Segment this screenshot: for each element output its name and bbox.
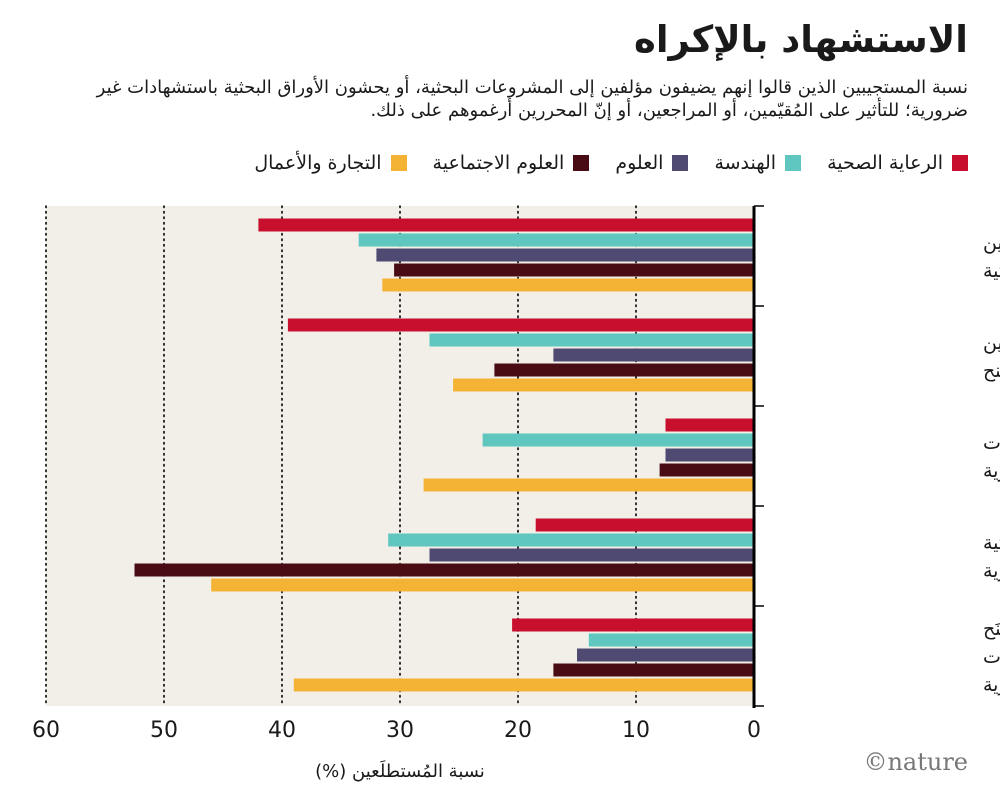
category-label-line: إلى المنح — [983, 360, 1000, 383]
category-label: استشهادات قسرية — [983, 432, 1000, 482]
bar-1-0 — [287, 318, 754, 332]
x-tick-label: 0 — [747, 718, 761, 743]
category-label: حشو الأوراق البحثية باستشهادات غير ضرورية — [983, 531, 1000, 582]
category-label-line: حشو المِنَح — [983, 618, 1000, 640]
category-label-line: إضافة مؤلفين — [983, 232, 1000, 255]
bar-2-3 — [659, 463, 754, 477]
bar-1-4 — [453, 378, 754, 392]
bar-0-4 — [382, 278, 754, 292]
bar-3-4 — [211, 578, 754, 592]
bar-3-0 — [535, 518, 754, 532]
bar-0-3 — [394, 263, 754, 277]
bar-0-2 — [376, 248, 754, 262]
bar-2-4 — [423, 478, 754, 492]
x-tick-label: 20 — [504, 718, 532, 743]
category-label-line: إضافة مؤلفين — [983, 332, 1000, 355]
chart-subtitle: نسبة المستجيبين الذين قالوا إنهم يضيفون … — [96, 77, 968, 122]
chart-title: الاستشهاد بالإكراه — [634, 18, 968, 61]
bar-4-1 — [588, 633, 754, 647]
bar-2-0 — [665, 418, 754, 432]
bar-2-2 — [665, 448, 754, 462]
bar-1-3 — [494, 363, 754, 377]
bar-1-1 — [429, 333, 754, 347]
bar-4-3 — [553, 663, 754, 677]
x-axis-label: نسبة المُستطلَعين (%) — [315, 760, 485, 782]
legend-item-science: العلوم — [615, 152, 689, 174]
legend-swatch — [573, 155, 590, 171]
x-tick-label: 40 — [268, 718, 296, 743]
bar-2-1 — [482, 433, 754, 447]
legend-item-engineering: الهندسة — [714, 152, 802, 174]
bar-4-2 — [577, 648, 754, 662]
category-label: حشو المِنَح باستشهادات غير ضرورية — [983, 618, 1000, 696]
legend-item-business: التجارة والأعمال — [254, 152, 407, 174]
category-label-line: حشو الأوراق البحثية — [983, 531, 1000, 554]
bar-4-4 — [293, 678, 754, 692]
category-label: إضافة مؤلفين إلى الأوراق البحثية — [983, 232, 1000, 283]
x-tick-label: 10 — [622, 718, 650, 743]
legend-swatch — [785, 155, 802, 171]
bar-3-1 — [388, 533, 754, 547]
legend-item-social-science: العلوم الاجتماعية — [433, 152, 590, 174]
x-tick-label: 60 — [32, 718, 60, 743]
x-tick-label: 30 — [386, 718, 414, 743]
bar-3-3 — [134, 563, 754, 577]
bar-3-2 — [429, 548, 754, 562]
legend-swatch — [672, 155, 689, 171]
bar-0-0 — [258, 218, 754, 232]
bar-4-0 — [512, 618, 754, 632]
x-tick-label: 50 — [150, 718, 178, 743]
legend-label: الهندسة — [714, 152, 777, 174]
category-label-line: باستشهادات — [983, 646, 1000, 668]
bar-0-1 — [358, 233, 754, 247]
nature-watermark: ©nature — [863, 748, 968, 776]
bar-1-2 — [553, 348, 754, 362]
category-label-line: باستشهادات غير ضرورية — [983, 560, 1000, 582]
legend-label: العلوم — [615, 152, 664, 174]
legend-label: التجارة والأعمال — [254, 152, 382, 174]
category-label: إضافة مؤلفين إلى المنح — [983, 332, 1000, 383]
legend-label: العلوم الاجتماعية — [432, 152, 565, 174]
category-label-line: قسرية — [983, 460, 1000, 482]
category-label-line: استشهادات — [983, 432, 1000, 454]
legend: الرعاية الصحية الهندسة العلوم العلوم الا… — [254, 152, 968, 174]
category-label-line: غير ضرورية — [983, 674, 1000, 696]
legend-swatch — [952, 155, 968, 171]
legend-swatch — [390, 155, 407, 171]
category-label-line: إلى الأوراق البحثية — [983, 259, 1000, 283]
legend-label: الرعاية الصحية — [827, 152, 943, 174]
legend-item-healthcare: الرعاية الصحية — [827, 152, 968, 174]
